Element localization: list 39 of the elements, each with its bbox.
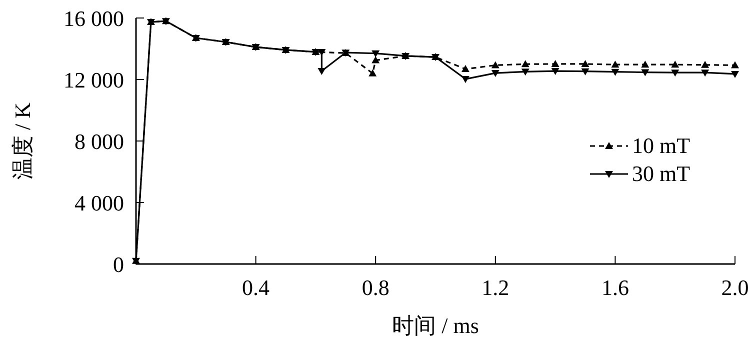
legend-label: 30 mT	[632, 161, 691, 186]
point	[521, 60, 530, 68]
x-axis-title: 时间 / ms	[392, 313, 479, 338]
y-axis-title: 温度 / K	[10, 102, 35, 180]
point	[581, 60, 590, 67]
point	[641, 60, 650, 68]
point	[731, 61, 739, 68]
y-tick-label: 16 000	[64, 6, 124, 31]
legend-label: 10 mT	[632, 133, 691, 158]
point	[551, 68, 560, 76]
point	[318, 48, 326, 56]
x-tick-label: 1.2	[482, 275, 510, 300]
point	[671, 70, 680, 77]
y-tick-label: 8 000	[74, 129, 124, 154]
point	[731, 70, 739, 78]
point	[611, 60, 620, 68]
point	[671, 60, 680, 68]
point	[521, 68, 530, 76]
point	[368, 69, 377, 76]
point	[611, 68, 620, 76]
point	[491, 70, 500, 78]
x-tick-label: 1.6	[601, 275, 629, 300]
point	[641, 69, 650, 76]
y-tick-label: 4 000	[74, 190, 124, 216]
point	[318, 68, 326, 76]
point	[581, 68, 590, 76]
point	[701, 60, 710, 68]
x-tick-label: 2.0	[721, 275, 749, 300]
point	[461, 76, 470, 84]
x-tick-label: 0.8	[362, 275, 390, 300]
x-tick-label: 0.4	[242, 275, 270, 300]
point	[551, 60, 560, 67]
point	[461, 65, 470, 72]
point	[372, 50, 380, 58]
y-tick-label: 0	[113, 252, 124, 277]
y-tick-label: 12 000	[64, 68, 124, 92]
point	[491, 61, 500, 68]
point	[372, 56, 380, 64]
point	[701, 70, 710, 77]
